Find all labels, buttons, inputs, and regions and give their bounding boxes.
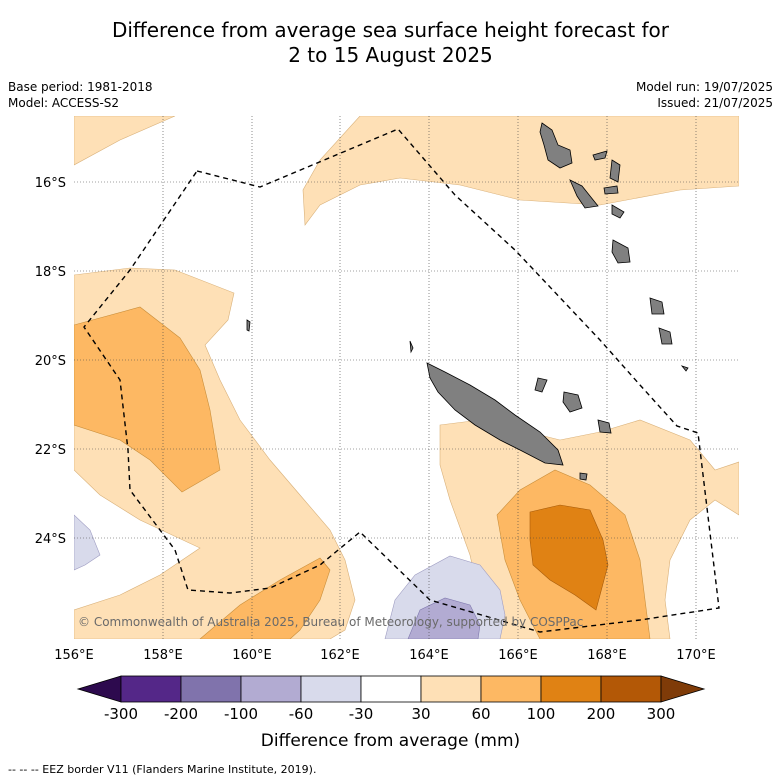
vanuatu-ambrym	[603, 185, 619, 195]
colorbar-bin	[360, 675, 422, 703]
contour-south-west-core	[199, 557, 331, 639]
lon-label-164e: 164°E	[409, 648, 449, 663]
contour-south-negative-core	[407, 597, 481, 639]
colorbar-tick: 30	[411, 705, 431, 723]
lon-label-158e: 158°E	[143, 648, 183, 663]
contour-west-negative	[74, 514, 101, 571]
land	[246, 122, 689, 481]
lon-label-156e: 156°E	[54, 648, 94, 663]
colorbar-tick: 100	[526, 705, 556, 723]
colorbar-title: Difference from average (mm)	[260, 731, 521, 751]
vanuatu-erromango	[649, 297, 665, 315]
meta-left: Base period: 1981-2018 Model: ACCESS-S2	[8, 79, 153, 111]
loyalty-island-ouvea	[534, 377, 548, 393]
vanuatu-malakula	[569, 179, 599, 209]
colorbar-bin	[240, 675, 302, 703]
contour-north-strip	[74, 116, 176, 166]
lon-label-162e: 162°E	[320, 648, 360, 663]
vanuatu-ambae	[592, 150, 608, 161]
base-period-text: Base period: 1981-2018	[8, 80, 153, 94]
colorbar-bin	[600, 675, 662, 703]
map-plot-area: © Commonwealth of Australia 2025, Bureau…	[74, 116, 739, 639]
colorbar-tick: 300	[646, 705, 676, 723]
model-run-text: Model run: 19/07/2025	[635, 80, 773, 94]
contour-100-200	[529, 504, 609, 611]
contour-south-east-peak	[529, 504, 609, 611]
lon-label-166e: 166°E	[498, 648, 538, 663]
lat-axis-labels: 16°S 18°S 20°S 22°S 24°S	[35, 176, 66, 547]
gridlines	[74, 116, 739, 639]
vanuatu-pentecost	[609, 159, 621, 183]
chesterfield-islet	[246, 319, 251, 332]
colorbar	[76, 675, 706, 703]
loyalty-island-lifou	[562, 391, 583, 413]
colorbar-tick: 200	[586, 705, 616, 723]
copyright-text: © Commonwealth of Australia 2025, Bureau…	[78, 615, 583, 629]
title-line-1: Difference from average sea surface heig…	[111, 18, 670, 42]
colorbar-tick: -60	[288, 705, 314, 723]
colorbar-tick: -100	[223, 705, 259, 723]
lat-label-20s: 20°S	[35, 354, 66, 369]
model-text: Model: ACCESS-S2	[8, 96, 120, 110]
vanuatu-efate	[611, 239, 631, 264]
vanuatu-tanna	[658, 327, 673, 345]
colorbar-tick: -200	[163, 705, 199, 723]
meta-right: Model run: 19/07/2025 Issued: 21/07/2025	[636, 79, 773, 111]
lat-label-24s: 24°S	[35, 532, 66, 547]
colorbar-bin	[480, 675, 542, 703]
lon-label-170e: 170°E	[676, 648, 716, 663]
contour-north-band	[302, 116, 739, 226]
contour-minus-60-100	[407, 597, 481, 639]
lon-label-160e: 160°E	[232, 648, 272, 663]
new-caledonia-grande-terre	[426, 362, 564, 466]
lat-label-18s: 18°S	[35, 265, 66, 280]
title-line-2: 2 to 15 August 2025	[288, 43, 493, 67]
colorbar-tick: 60	[471, 705, 491, 723]
lat-label-22s: 22°S	[35, 443, 66, 458]
colorbar-bin	[180, 675, 242, 703]
colorbar-max-extension	[660, 675, 706, 703]
belep-islands	[409, 340, 414, 354]
colorbar-tick: -300	[103, 705, 139, 723]
lon-axis-labels: 156°E 158°E 160°E 162°E 164°E 166°E 168°…	[54, 648, 716, 663]
vanuatu-aneityum	[680, 365, 689, 372]
loyalty-island-mare	[597, 419, 612, 434]
issued-text: Issued: 21/07/2025	[657, 96, 773, 110]
colorbar-bin	[420, 675, 482, 703]
colorbar-bin	[120, 675, 182, 703]
colorbar-bin	[540, 675, 602, 703]
colorbar-tick: -30	[348, 705, 374, 723]
colorbar-bin	[300, 675, 362, 703]
eez-border	[83, 128, 720, 633]
vanuatu-espiritu-santo	[539, 122, 573, 169]
isle-of-pines	[579, 472, 588, 481]
vanuatu-epi	[611, 204, 625, 219]
contour-west-core	[74, 306, 221, 493]
eez-footnote: -- -- -- EEZ border V11 (Flanders Marine…	[8, 763, 317, 776]
lon-label-168e: 168°E	[587, 648, 627, 663]
lat-label-16s: 16°S	[35, 176, 66, 191]
colorbar-min-extension	[76, 675, 122, 703]
chart-title: Difference from average sea surface heig…	[0, 18, 781, 68]
